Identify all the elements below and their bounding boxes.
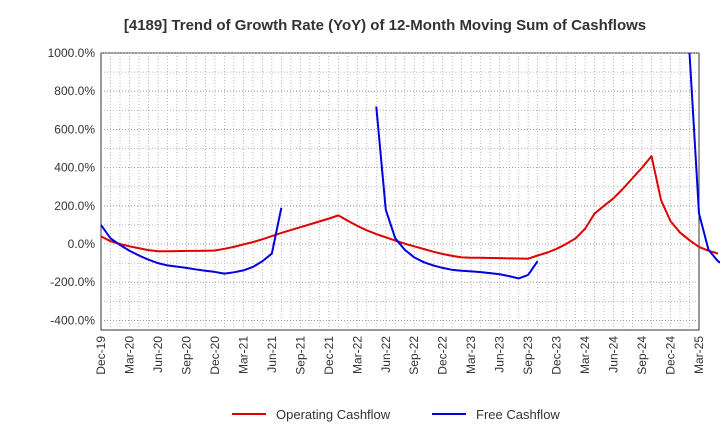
series-line-operating-cashflow — [100, 155, 719, 260]
series-line-free-cashflow — [375, 106, 539, 280]
plot-area — [100, 52, 700, 331]
series-line-free-cashflow — [688, 52, 720, 264]
x-axis-ticks: Dec-19 Mar-20 Jun-20 Sep-20 Dec-20 Mar-21 Jun-… — [94, 336, 706, 375]
y-tick-label: 800.0% — [54, 84, 95, 98]
x-tick-label: Mar-24 — [578, 336, 592, 374]
x-tick-label: Dec-21 — [322, 336, 336, 375]
y-tick-label: 0.0% — [68, 237, 96, 251]
chart-title: [4189] Trend of Growth Rate (YoY) of 12-… — [124, 17, 646, 34]
x-tick-label: Dec-23 — [550, 336, 564, 375]
x-tick-label: Dec-20 — [208, 336, 222, 375]
series-line-free-cashflow — [100, 207, 283, 275]
x-tick-label: Sep-20 — [179, 336, 193, 375]
y-tick-label: 400.0% — [54, 161, 95, 175]
x-tick-label: Sep-21 — [293, 336, 307, 375]
x-tick-label: Jun-20 — [151, 336, 165, 373]
x-tick-label: Mar-21 — [236, 336, 250, 374]
y-tick-label: 1000.0% — [48, 46, 96, 60]
y-axis-ticks: 1000.0% 800.0% 600.0% 400.0% 200.0% 0.0% -200.… — [48, 46, 699, 327]
y-tick-label: -200.0% — [50, 275, 95, 289]
y-tick-label: 600.0% — [54, 122, 95, 136]
x-tick-label: Sep-24 — [635, 336, 649, 375]
x-tick-label: Dec-19 — [94, 336, 108, 375]
x-tick-label: Mar-22 — [350, 336, 364, 374]
x-tick-label: Mar-23 — [464, 336, 478, 374]
series-lines — [100, 52, 720, 280]
x-tick-label: Jun-23 — [493, 336, 507, 373]
y-tick-label: -400.0% — [50, 313, 95, 327]
legend-label-free-cashflow: Free Cashflow — [476, 407, 560, 422]
x-tick-label: Jun-24 — [607, 336, 621, 373]
legend-label-operating-cashflow: Operating Cashflow — [276, 407, 391, 422]
x-tick-label: Dec-24 — [664, 336, 678, 375]
x-tick-label: Mar-20 — [122, 336, 136, 374]
x-tick-label: Sep-23 — [521, 336, 535, 375]
x-tick-label: Jun-22 — [379, 336, 393, 373]
x-tick-label: Sep-22 — [407, 336, 421, 375]
y-tick-label: 200.0% — [54, 199, 95, 213]
legend: Operating Cashflow Free Cashflow — [232, 407, 560, 422]
x-tick-label: Dec-22 — [436, 336, 450, 375]
x-tick-label: Mar-25 — [692, 336, 706, 374]
x-tick-label: Jun-21 — [265, 336, 279, 373]
